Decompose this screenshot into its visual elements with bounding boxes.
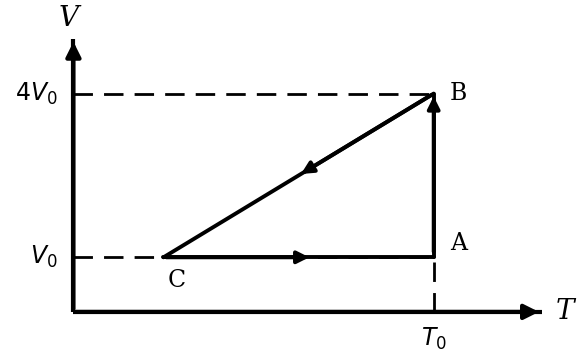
Text: B: B (450, 82, 467, 105)
Text: T: T (555, 298, 574, 325)
Text: $V_0$: $V_0$ (29, 244, 57, 270)
Text: $4V_0$: $4V_0$ (14, 80, 57, 107)
Text: $T_0$: $T_0$ (421, 326, 447, 352)
Text: A: A (450, 232, 467, 255)
Text: V: V (59, 5, 79, 32)
Text: C: C (168, 269, 186, 292)
